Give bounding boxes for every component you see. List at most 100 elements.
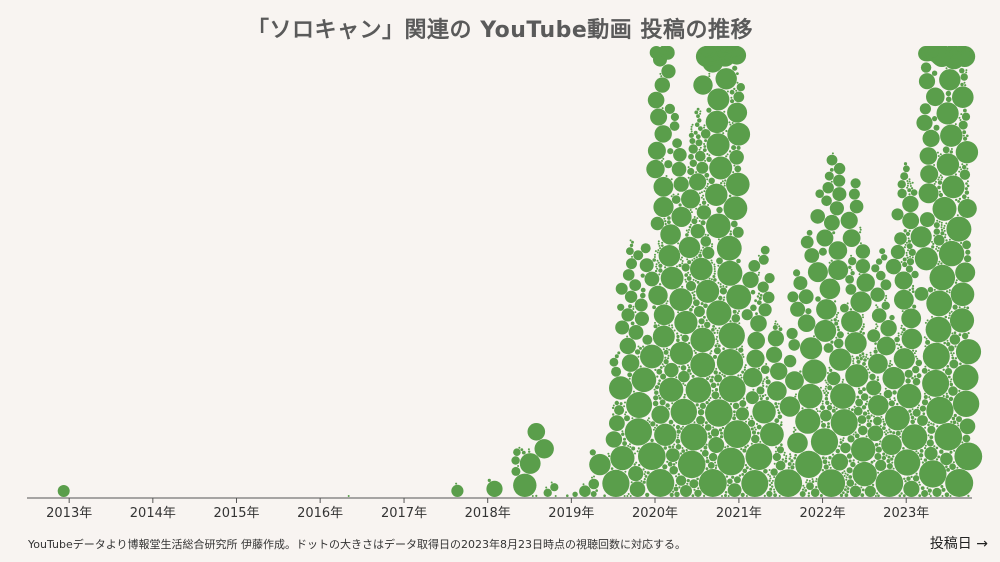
video-dot xyxy=(853,405,856,408)
video-dot xyxy=(677,450,706,479)
video-dot xyxy=(837,311,840,314)
video-dot xyxy=(756,300,762,305)
video-dot xyxy=(689,273,692,276)
video-dot xyxy=(837,319,840,322)
video-dot xyxy=(703,126,705,129)
video-dot xyxy=(940,262,943,265)
video-dot xyxy=(765,385,768,388)
video-dot xyxy=(829,348,852,371)
video-dot xyxy=(717,264,720,267)
video-dot xyxy=(639,365,642,368)
video-dot xyxy=(713,278,717,282)
video-dot xyxy=(862,362,866,366)
video-dot xyxy=(624,401,626,404)
video-dot xyxy=(866,380,882,396)
video-dot xyxy=(619,337,636,355)
video-dot xyxy=(732,402,740,410)
video-dot xyxy=(664,356,667,359)
video-dot xyxy=(678,263,682,268)
video-dot xyxy=(716,383,720,386)
video-dot xyxy=(710,428,720,437)
video-dot xyxy=(868,371,871,374)
video-dot xyxy=(736,81,739,84)
video-dot xyxy=(945,395,949,399)
video-dot xyxy=(657,261,660,264)
video-dot xyxy=(911,287,915,290)
video-dot xyxy=(719,287,728,295)
video-dot xyxy=(666,460,669,463)
video-dot xyxy=(752,388,755,391)
video-dot xyxy=(665,302,668,305)
video-dot xyxy=(527,423,546,441)
video-dot xyxy=(747,418,750,421)
video-dot xyxy=(713,270,716,273)
video-dot xyxy=(659,366,663,369)
video-dot xyxy=(900,324,903,327)
video-dot xyxy=(960,82,964,87)
video-dot xyxy=(824,171,834,181)
video-dot xyxy=(881,455,887,461)
video-dot xyxy=(846,467,853,474)
video-dot xyxy=(867,368,870,371)
video-dot xyxy=(833,318,837,322)
video-dot xyxy=(760,365,770,374)
video-dot xyxy=(836,331,844,339)
video-dot xyxy=(702,148,707,153)
video-dot xyxy=(717,238,720,241)
video-dot xyxy=(733,413,736,417)
video-dot xyxy=(938,240,965,267)
video-dot xyxy=(911,270,919,279)
video-dot xyxy=(670,178,673,181)
video-dot xyxy=(726,90,729,93)
video-dot xyxy=(831,453,835,456)
video-dot xyxy=(711,389,714,392)
video-dot xyxy=(693,421,696,424)
video-dot xyxy=(674,491,680,497)
video-dot xyxy=(962,240,971,250)
video-dot xyxy=(658,244,661,247)
video-dot xyxy=(774,418,780,424)
video-dot xyxy=(696,477,699,481)
video-dot xyxy=(762,384,765,387)
video-dot xyxy=(705,443,708,446)
video-dot xyxy=(727,483,742,497)
video-dot xyxy=(919,103,932,115)
video-dot xyxy=(689,372,692,375)
video-dot xyxy=(714,466,718,470)
video-dot xyxy=(629,495,632,497)
video-dot xyxy=(634,311,637,314)
video-dot xyxy=(856,395,860,399)
video-dot xyxy=(955,141,979,164)
video-dot xyxy=(733,410,736,414)
video-dot xyxy=(896,383,922,409)
video-dot xyxy=(780,443,783,447)
video-dot xyxy=(910,415,915,420)
video-dot xyxy=(874,453,882,460)
video-dot xyxy=(944,315,948,319)
video-dot xyxy=(859,242,862,245)
video-dot xyxy=(907,237,910,240)
video-dot xyxy=(640,243,651,254)
video-dot xyxy=(882,426,886,430)
video-dot xyxy=(702,246,715,259)
video-dot xyxy=(680,365,687,371)
video-dot xyxy=(956,466,959,469)
video-dot xyxy=(664,160,673,169)
video-dot xyxy=(848,475,853,479)
video-dot xyxy=(873,416,882,426)
video-dot xyxy=(640,287,646,293)
video-dot xyxy=(945,465,948,469)
video-dot xyxy=(760,245,770,255)
video-dot xyxy=(669,492,674,497)
video-dot xyxy=(685,280,697,292)
video-dot xyxy=(693,306,705,317)
video-dot xyxy=(605,431,623,448)
video-dot xyxy=(845,478,848,481)
video-dot xyxy=(924,426,927,429)
video-dot xyxy=(924,446,938,461)
video-dot xyxy=(862,387,866,392)
video-dot xyxy=(693,349,696,352)
video-dot xyxy=(648,285,668,306)
video-dot xyxy=(693,75,713,95)
video-dot xyxy=(691,218,698,225)
